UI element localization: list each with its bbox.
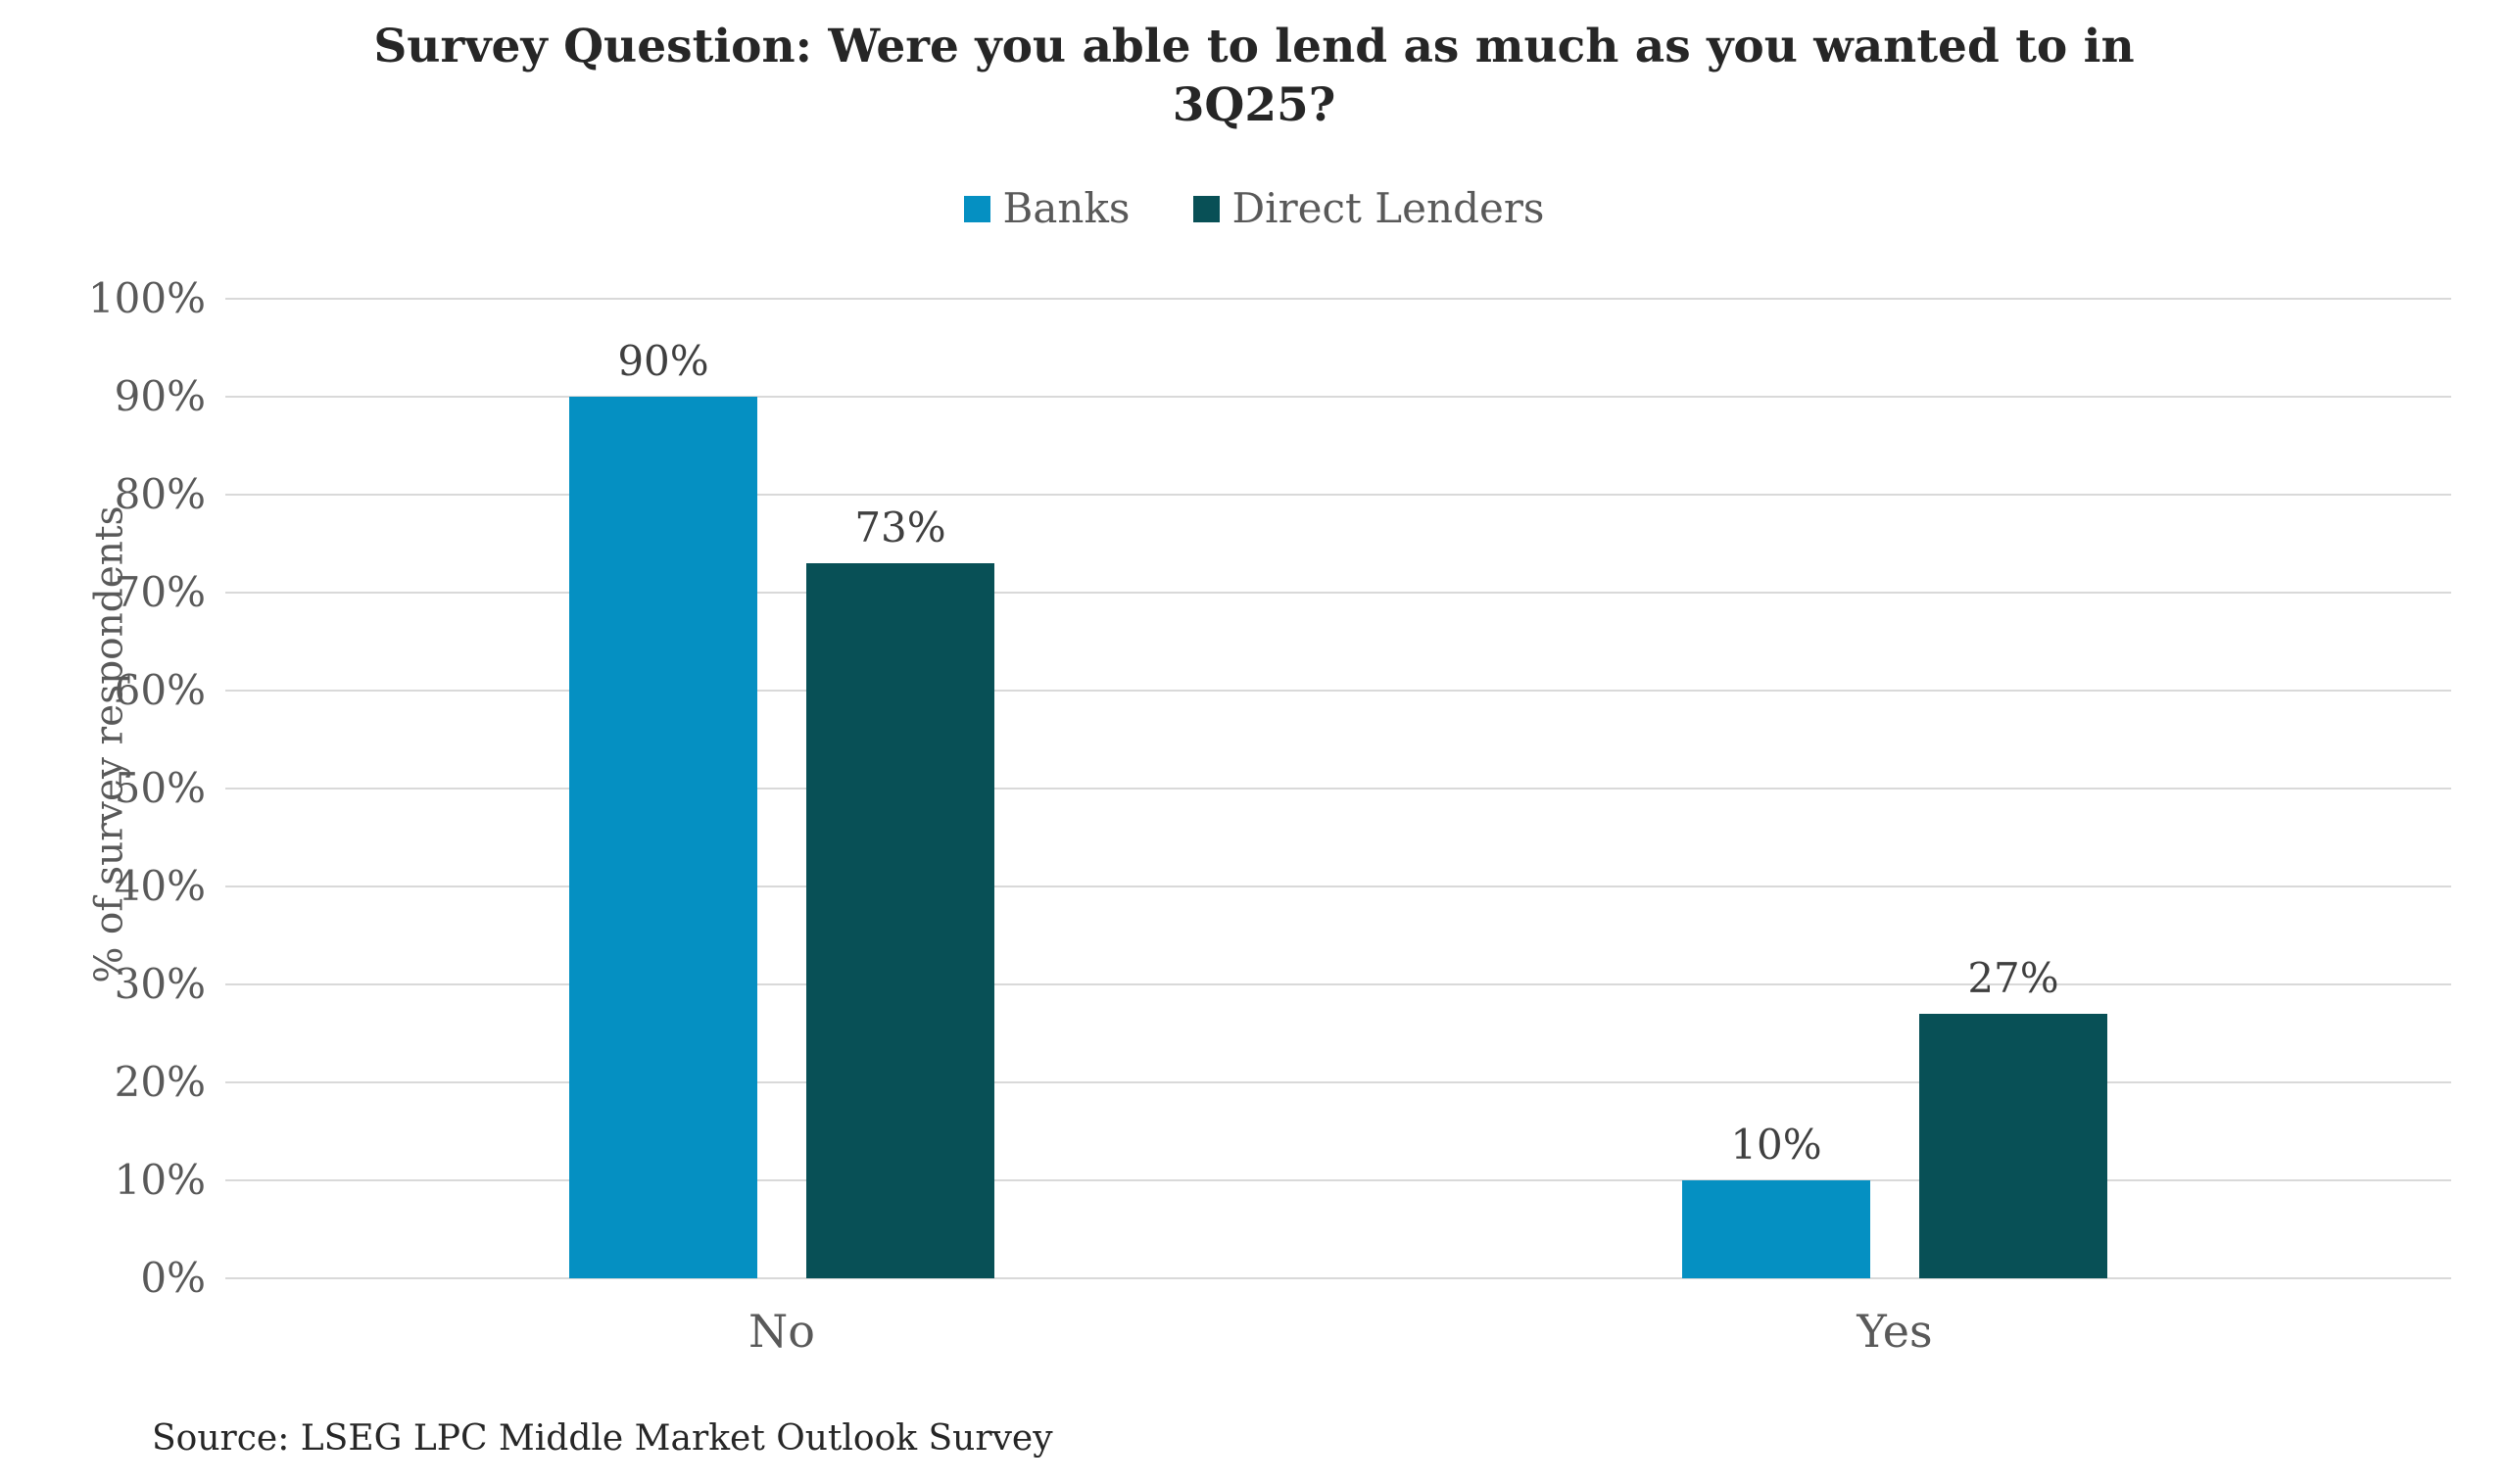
- plot-area: 90% 73% 10% 27%: [225, 298, 2451, 1279]
- y-tick-label-40pct: 40%: [114, 862, 206, 910]
- bar-direct-lenders-no: [806, 563, 994, 1278]
- gridline-0pct: [225, 1277, 2451, 1279]
- bar-value-label-banks-no: 90%: [617, 337, 709, 385]
- source-note: Source: LSEG LPC Middle Market Outlook S…: [152, 1418, 1053, 1459]
- legend-swatch-direct-lenders-icon: [1192, 195, 1220, 222]
- chart-title: Survey Question: Were you able to lend a…: [201, 18, 2307, 135]
- gridline-50pct: [225, 788, 2451, 790]
- legend-swatch-banks-icon: [963, 195, 990, 222]
- gridline-20pct: [225, 1081, 2451, 1083]
- bar-value-label-direct-lenders-yes: 27%: [1967, 954, 2059, 1002]
- y-tick-label-90pct: 90%: [114, 372, 206, 420]
- bar-direct-lenders-yes: [1919, 1014, 2107, 1278]
- gridline-10pct: [225, 1179, 2451, 1181]
- y-tick-label-0pct: 0%: [140, 1254, 206, 1302]
- chart-title-line-2: 3Q25?: [1172, 78, 1336, 133]
- gridline-70pct: [225, 592, 2451, 594]
- x-category-label-no: No: [748, 1305, 815, 1358]
- y-tick-label-10pct: 10%: [114, 1156, 206, 1204]
- bar-banks-yes: [1682, 1180, 1870, 1278]
- bar-banks-no: [569, 397, 757, 1278]
- bar-value-label-direct-lenders-no: 73%: [854, 503, 946, 551]
- y-tick-label-30pct: 30%: [114, 960, 206, 1008]
- legend-label-banks: Banks: [1002, 184, 1131, 232]
- gridline-90pct: [225, 396, 2451, 398]
- y-tick-label-20pct: 20%: [114, 1058, 206, 1106]
- legend-item-banks: Banks: [963, 184, 1131, 232]
- chart-title-line-1: Survey Question: Were you able to lend a…: [373, 20, 2135, 73]
- gridline-40pct: [225, 886, 2451, 887]
- gridline-80pct: [225, 494, 2451, 496]
- y-tick-label-50pct: 50%: [114, 764, 206, 812]
- y-tick-label-80pct: 80%: [114, 470, 206, 518]
- x-category-label-yes: Yes: [1857, 1305, 1933, 1358]
- gridline-100pct: [225, 298, 2451, 300]
- gridline-60pct: [225, 690, 2451, 692]
- y-tick-label-60pct: 60%: [114, 666, 206, 714]
- bar-value-label-banks-yes: 10%: [1730, 1121, 1822, 1169]
- gridline-30pct: [225, 983, 2451, 985]
- y-tick-label-70pct: 70%: [114, 568, 206, 616]
- y-tick-label-100pct: 100%: [87, 274, 206, 322]
- legend-label-direct-lenders: Direct Lenders: [1231, 184, 1545, 232]
- legend: Banks Direct Lenders: [0, 188, 2508, 229]
- legend-item-direct-lenders: Direct Lenders: [1192, 184, 1545, 232]
